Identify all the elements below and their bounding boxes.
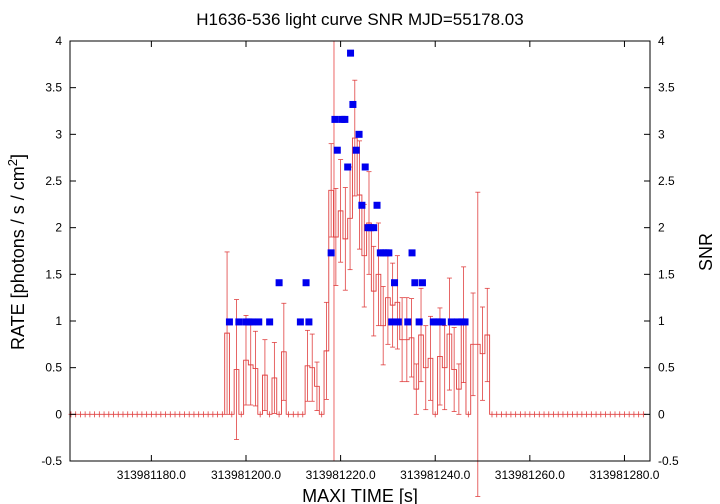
snr-point <box>341 115 349 123</box>
x-tick-label: 313981240.0 <box>400 468 470 482</box>
y-tick-label-left: 4 <box>55 34 62 48</box>
snr-point <box>438 318 446 326</box>
y-axis-label-left-superscript: 2 <box>5 159 20 166</box>
y-tick-label-left: 3 <box>55 127 62 141</box>
y-tick-label-left: 2.5 <box>45 174 62 188</box>
snr-point <box>296 318 304 326</box>
snr-point <box>370 224 378 232</box>
y-tick-label-left: 0 <box>55 407 62 421</box>
snr-point <box>302 279 310 287</box>
snr-point <box>266 318 274 326</box>
snr-series-layer <box>225 49 469 326</box>
snr-point <box>385 249 393 257</box>
snr-point <box>394 318 402 326</box>
rate-histogram-line <box>68 137 646 415</box>
snr-point <box>388 318 396 326</box>
y-tick-label-right: 2 <box>658 221 665 235</box>
snr-point <box>352 146 360 154</box>
y-tick-label-right: -0.5 <box>658 454 679 468</box>
snr-point <box>333 146 341 154</box>
rate-series-layer <box>68 79 646 497</box>
snr-point <box>235 318 243 326</box>
snr-point <box>225 318 233 326</box>
snr-point <box>461 318 469 326</box>
snr-point <box>411 279 419 287</box>
x-tick-label: 313981280.0 <box>589 468 659 482</box>
snr-point <box>418 279 426 287</box>
plot-frame <box>69 40 651 462</box>
snr-point <box>349 100 357 108</box>
y-tick-label-right: 0 <box>658 407 665 421</box>
snr-point <box>453 318 461 326</box>
snr-point <box>255 318 263 326</box>
snr-point <box>327 249 335 257</box>
snr-point <box>305 318 313 326</box>
snr-point <box>248 318 256 326</box>
y-tick-label-left: 3.5 <box>45 81 62 95</box>
snr-point <box>404 318 412 326</box>
x-tick-label: 313981220.0 <box>306 468 376 482</box>
snr-point <box>344 163 352 171</box>
snr-point <box>331 115 339 123</box>
snr-point <box>373 201 381 209</box>
snr-point <box>355 130 363 138</box>
axis-ticks-layer: -0.5 -0.5 0 0 0.5 0.5 1 1 1.5 1.5 2 2 2.5 2.5 3 3 3.5 3.5… <box>41 34 679 482</box>
snr-point <box>275 279 283 287</box>
x-tick-label: 313981200.0 <box>211 468 281 482</box>
snr-point <box>447 318 455 326</box>
y-tick-label-right: 1.5 <box>658 267 675 281</box>
x-axis-label: MAXI TIME [s] <box>302 486 418 504</box>
snr-point <box>391 279 399 287</box>
snr-point <box>347 49 355 57</box>
y-axis-label-left: RATE [photons / s / cm2] <box>5 154 28 350</box>
y-axis-label-right: SNR <box>696 233 716 271</box>
snr-point <box>408 249 416 257</box>
y-tick-label-right: 3.5 <box>658 81 675 95</box>
y-tick-label-right: 2.5 <box>658 174 675 188</box>
y-axis-label-left-main: RATE [photons / s / cm <box>8 166 28 350</box>
y-tick-label-right: 0.5 <box>658 361 675 375</box>
y-axis-label-left-close: ] <box>8 154 28 159</box>
y-tick-label-right: 3 <box>658 127 665 141</box>
x-tick-label: 313981260.0 <box>495 468 565 482</box>
y-tick-label-right: 1 <box>658 314 665 328</box>
y-tick-label-right: 4 <box>658 34 665 48</box>
chart-title: H1636-536 light curve SNR MJD=55178.03 <box>196 10 523 29</box>
y-tick-label-left: 2 <box>55 221 62 235</box>
y-tick-label-left: -0.5 <box>41 454 62 468</box>
y-tick-label-left: 0.5 <box>45 361 62 375</box>
snr-point <box>415 318 423 326</box>
snr-point <box>361 163 369 171</box>
snr-point <box>358 201 366 209</box>
y-tick-label-left: 1 <box>55 314 62 328</box>
x-tick-label: 313981180.0 <box>117 468 187 482</box>
y-tick-label-left: 1.5 <box>45 267 62 281</box>
